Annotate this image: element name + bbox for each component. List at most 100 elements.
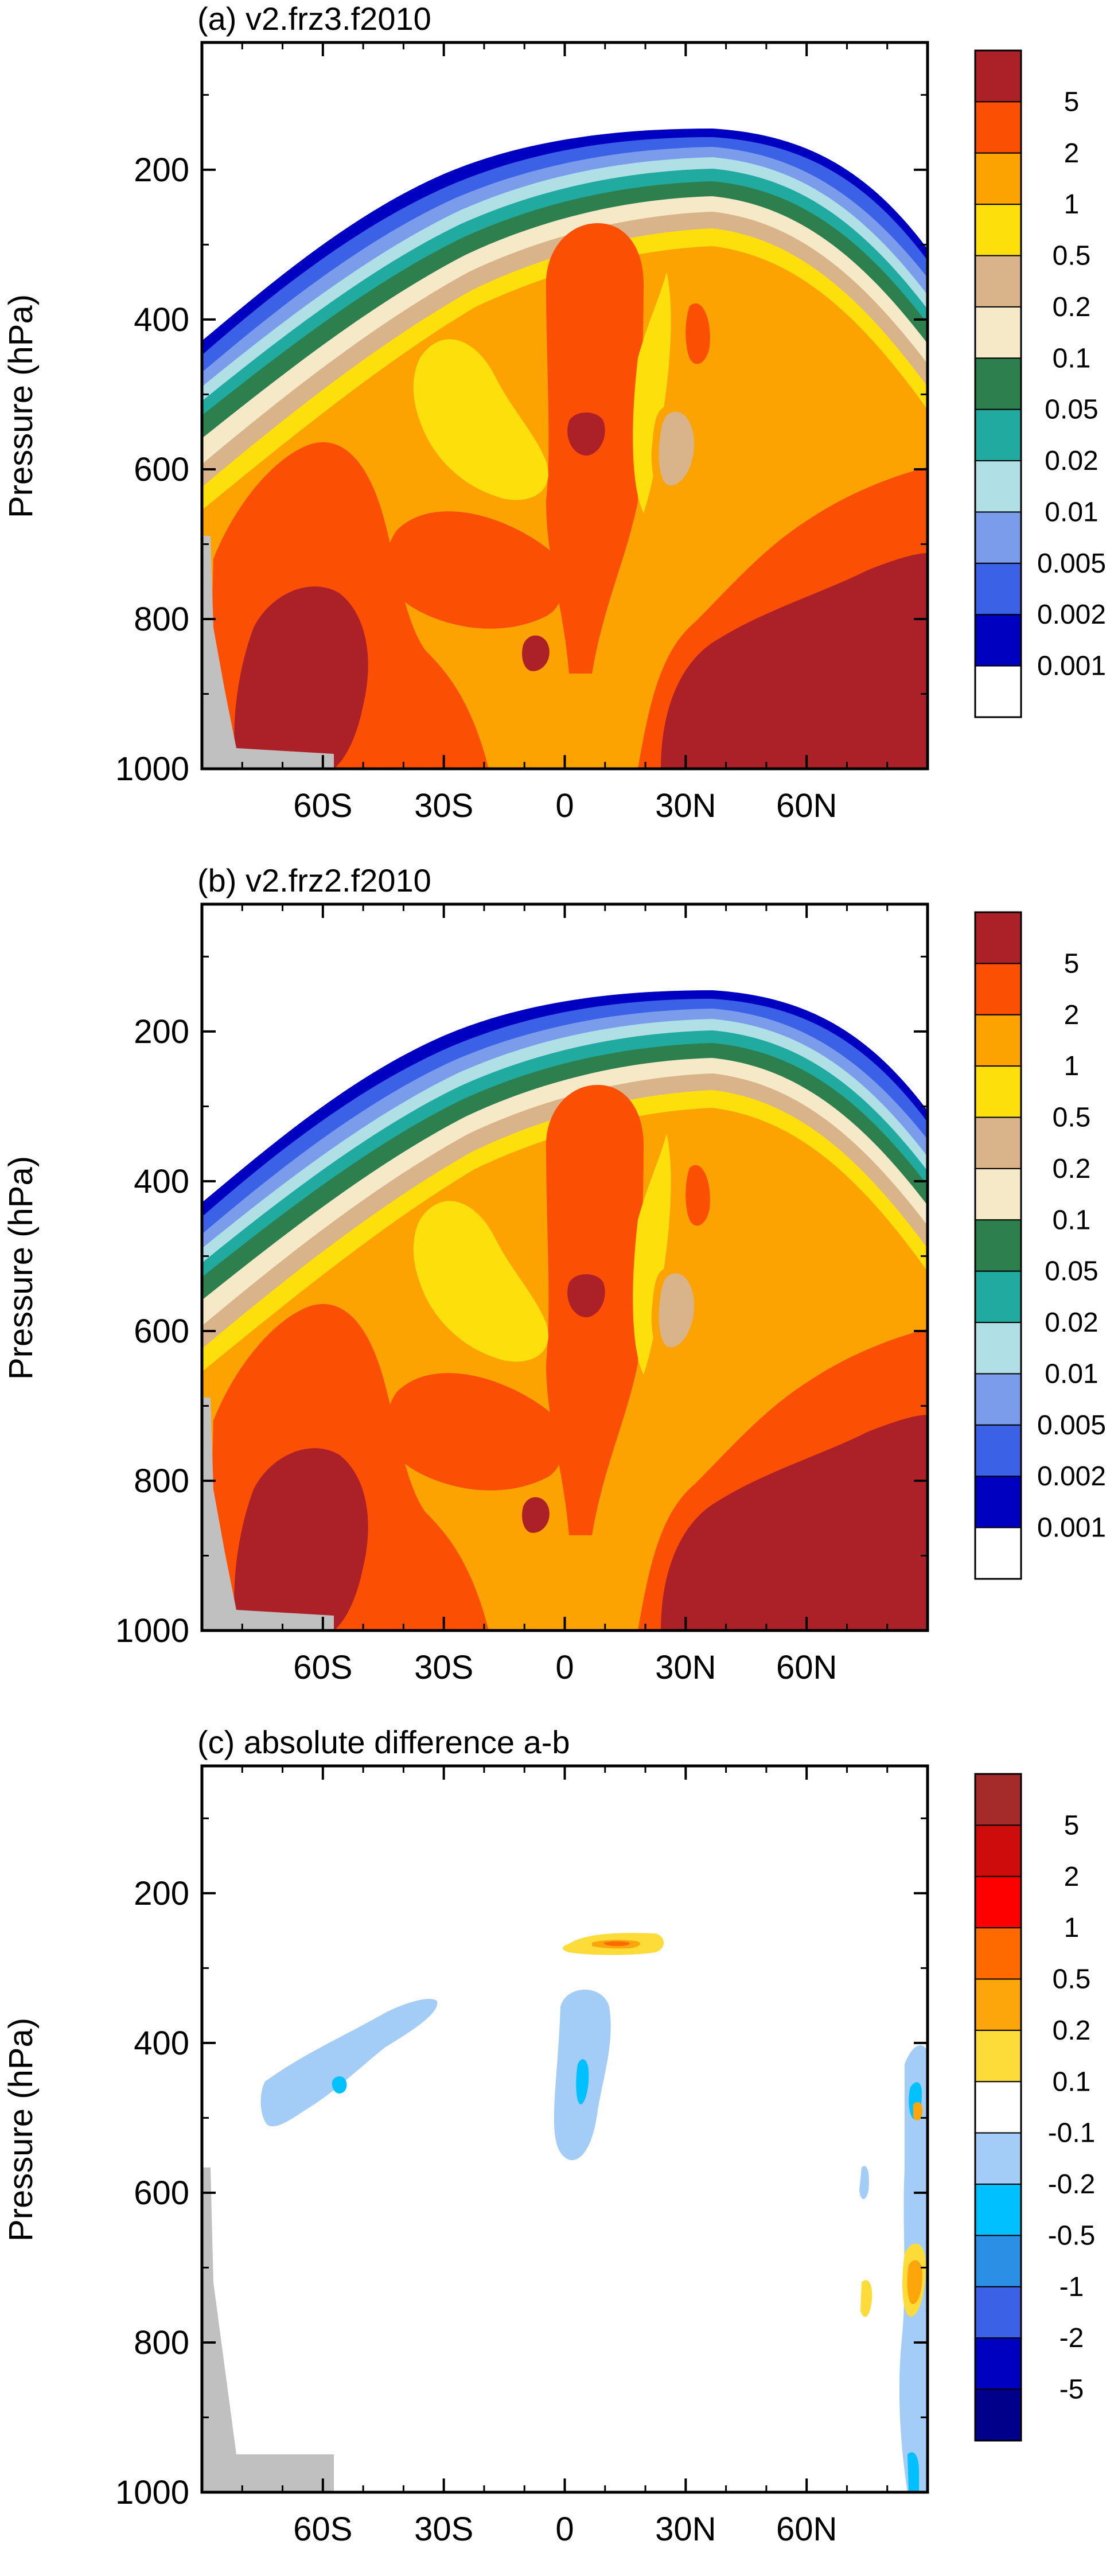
colorbar-label: 0.001	[1037, 1513, 1106, 1543]
x-tick-label: 60S	[293, 787, 352, 824]
colorbar-swatch	[975, 1978, 1022, 2031]
colorbar-label: 0.1	[1053, 1205, 1091, 1235]
y-tick-label: 600	[134, 451, 189, 488]
colorbar-label: 5	[1064, 948, 1080, 979]
colorbar-swatch	[975, 1875, 1022, 1929]
y-tick-label: 200	[134, 1875, 189, 1912]
colorbar-label: 0.05	[1045, 1256, 1098, 1287]
y-tick-label: 800	[134, 1462, 189, 1500]
x-tick-label: 30S	[414, 1649, 473, 1686]
colorbar-label: -2	[1060, 2323, 1084, 2353]
colorbar-swatch	[975, 255, 1022, 308]
colorbar-swatch	[975, 152, 1022, 205]
colorbar-swatch	[975, 306, 1022, 359]
colorbar-swatch	[975, 2029, 1022, 2083]
colorbar-label: 1	[1064, 1051, 1080, 1081]
y-tick-label: 200	[134, 1013, 189, 1050]
x-tick-label: 0	[555, 2511, 574, 2548]
colorbar-swatch	[975, 50, 1022, 103]
panel-a-colorbar: 5 2 1 0.5 0.2 0.1 0.05 0.02 0.01 0.005 0.002 0.001	[974, 49, 1106, 718]
colorbar-swatch	[975, 1927, 1022, 1980]
colorbar-swatch	[975, 2184, 1022, 2236]
y-tick-label: 600	[134, 1313, 189, 1350]
colorbar-label: 0.5	[1053, 1103, 1091, 1133]
colorbar-label: -5	[1060, 2375, 1084, 2405]
colorbar-label: 0.01	[1045, 1359, 1098, 1389]
colorbar-label: 1	[1064, 1913, 1080, 1943]
y-tick-label: 200	[134, 151, 189, 189]
colorbar-label: 0.001	[1037, 651, 1106, 682]
x-tick-label: 0	[555, 787, 574, 824]
colorbar-label: 0.005	[1037, 1410, 1106, 1441]
colorbar-swatch	[975, 562, 1022, 616]
colorbar-swatch	[975, 2388, 1022, 2441]
colorbar-label: 0.1	[1053, 2067, 1091, 2097]
y-tick-label: 1000	[115, 2474, 189, 2511]
colorbar-label: 1	[1064, 189, 1080, 220]
colorbar-swatch	[975, 1270, 1022, 1324]
x-tick-label: 30S	[414, 2511, 473, 2548]
colorbar-label: 0.2	[1053, 1154, 1091, 1184]
colorbar-swatch	[975, 1322, 1022, 1375]
colorbar-label: -1	[1060, 2272, 1084, 2302]
y-tick-label: 600	[134, 2174, 189, 2212]
colorbar-swatch	[975, 1065, 1022, 1118]
colorbar-swatch	[975, 665, 1022, 718]
colorbar-swatch	[975, 963, 1022, 1015]
colorbar-label: 0.1	[1053, 343, 1091, 373]
colorbar-label: 5	[1064, 1810, 1080, 1840]
colorbar-outline	[974, 49, 1022, 718]
x-tick-label: 60N	[776, 2511, 837, 2548]
y-tick-label: 400	[134, 301, 189, 338]
colorbar-label: 2	[1064, 1862, 1080, 1892]
x-tick-label: 60N	[776, 1649, 837, 1686]
colorbar-swatch	[975, 460, 1022, 513]
colorbar-swatch	[975, 1773, 1022, 1826]
colorbar-swatch	[975, 1219, 1022, 1272]
colorbar-label: 2	[1064, 1000, 1080, 1030]
panel-b-colorbar: 5 2 1 0.5 0.2 0.1 0.05 0.02 0.01 0.005 0.002 0.001	[974, 911, 1106, 1580]
panel-a: (a) v2.frz3.f2010	[2, 1, 1106, 824]
panel-c-xticks: 60S 30S 0 30N 60N	[241, 1766, 889, 2548]
x-tick-label: 60S	[293, 2511, 352, 2548]
colorbar-swatch	[975, 357, 1022, 410]
y-tick-label: 400	[134, 1163, 189, 1200]
colorbar-swatch	[975, 1527, 1022, 1580]
panel-b-xticks: 60S 30S 0 30N 60N	[241, 904, 889, 1686]
colorbar-swatch	[975, 2337, 1022, 2390]
colorbar-label: 0.002	[1037, 1461, 1106, 1492]
y-tick-label: 400	[134, 2025, 189, 2062]
panel-c: (c) absolute difference a-b	[2, 1724, 1095, 2548]
panel-b-title: (b) v2.frz2.f2010	[197, 862, 431, 898]
colorbar-outline	[974, 1773, 1022, 2442]
colorbar-swatch	[975, 1014, 1022, 1067]
y-tick-label: 800	[134, 601, 189, 638]
colorbar-swatch	[975, 2286, 1022, 2339]
colorbar-label: 0.02	[1045, 446, 1098, 476]
panel-c-colorbar: 5 2 1 0.5 0.2 0.1 -0.1 -0.2 -0.5 -1 -2 -5	[974, 1773, 1096, 2442]
x-tick-label: 30N	[655, 787, 716, 824]
y-tick-label: 1000	[115, 1612, 189, 1649]
panel-c-yticks: 200 400 600 800 1000	[115, 1817, 928, 2511]
colorbar-label: 0.005	[1037, 548, 1106, 579]
y-tick-label: 800	[134, 2324, 189, 2361]
colorbar-swatch	[975, 511, 1022, 564]
panel-b: (b) v2.frz2.f2010	[2, 862, 1106, 1686]
colorbar-label: 0.5	[1053, 241, 1091, 271]
colorbar-swatch	[975, 2235, 1022, 2287]
panel-a-field	[202, 129, 928, 769]
panel-c-field	[202, 1766, 928, 2492]
panel-c-title: (c) absolute difference a-b	[197, 1724, 570, 1760]
colorbar-label: 0.2	[1053, 292, 1091, 322]
x-tick-label: 30N	[655, 2511, 716, 2548]
colorbar-swatch	[975, 2132, 1022, 2185]
colorbar-swatch	[975, 1373, 1022, 1426]
panel-a-yticks: 200 400 600 800 1000	[115, 94, 928, 788]
colorbar-label: 2	[1064, 138, 1080, 169]
colorbar-swatch	[975, 408, 1022, 462]
colorbar-label: -0.1	[1048, 2118, 1096, 2149]
colorbar-label: 0.01	[1045, 497, 1098, 527]
panel-b-ylabel: Pressure (hPa)	[2, 1156, 40, 1380]
colorbar-swatch	[975, 101, 1022, 154]
